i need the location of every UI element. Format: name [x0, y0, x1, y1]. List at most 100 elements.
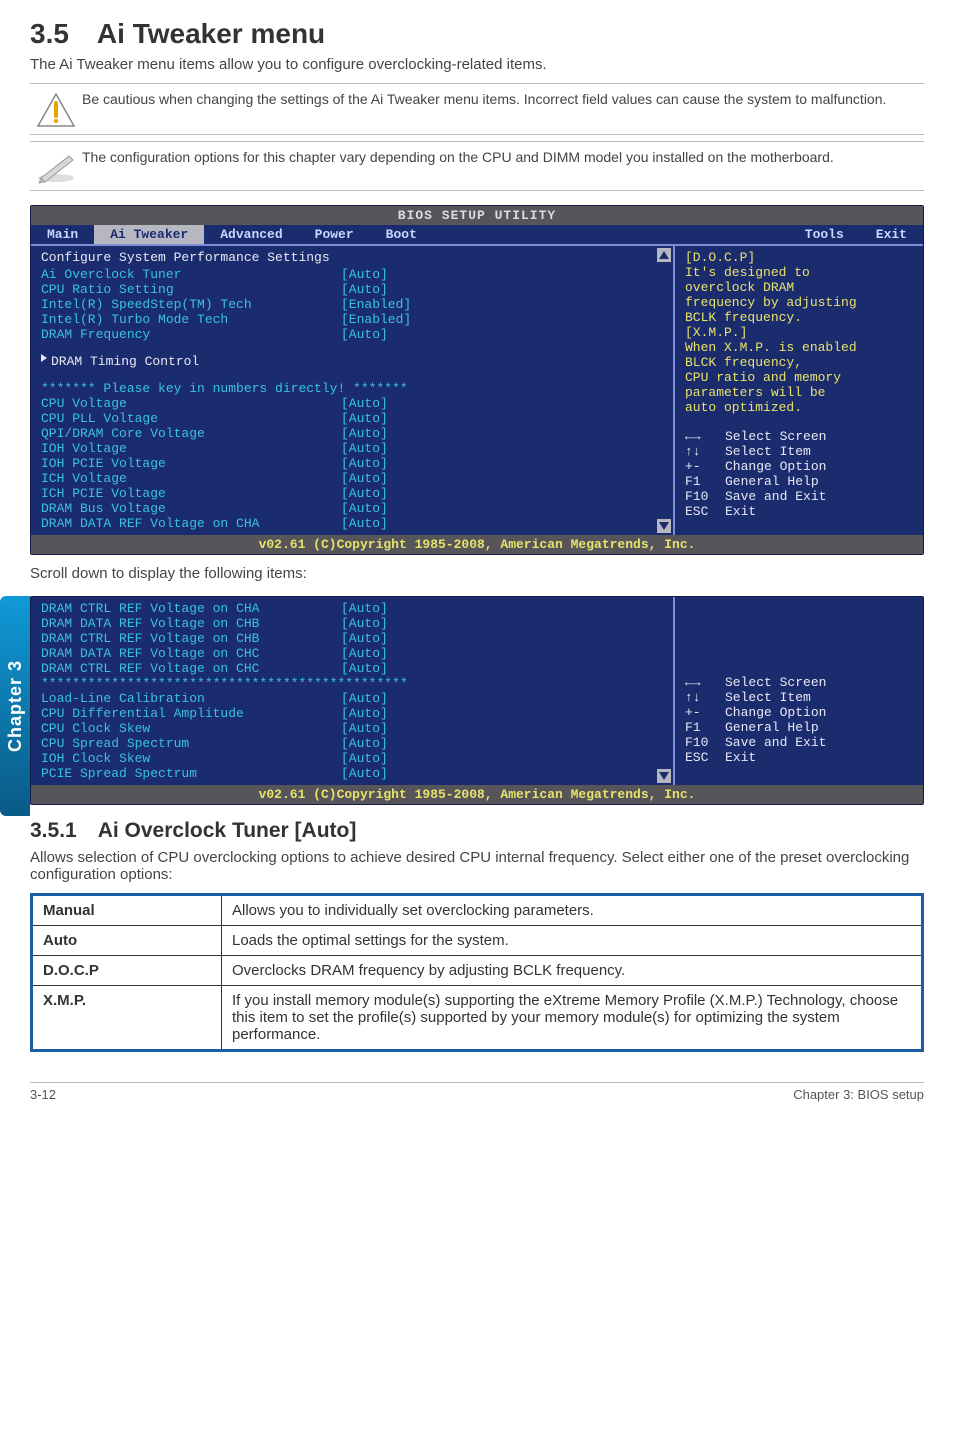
- list-item[interactable]: CPU Ratio Setting[Auto]: [41, 282, 665, 297]
- tab-ai-tweaker[interactable]: Ai Tweaker: [94, 225, 204, 244]
- help-line: When X.M.P. is enabled: [685, 340, 915, 355]
- opt-desc: Allows you to individually set overclock…: [222, 895, 923, 926]
- legend-item: +-Change Option: [685, 705, 915, 720]
- item-key: IOH PCIE Voltage: [41, 456, 341, 471]
- list-item[interactable]: CPU Spread Spectrum[Auto]: [41, 736, 665, 751]
- opt-name: X.M.P.: [32, 986, 222, 1051]
- submenu-item[interactable]: DRAM Timing Control: [41, 354, 665, 369]
- list-item[interactable]: IOH PCIE Voltage[Auto]: [41, 456, 665, 471]
- item-key: CPU Differential Amplitude: [41, 706, 341, 721]
- list-item[interactable]: ICH Voltage[Auto]: [41, 471, 665, 486]
- opt-name: Auto: [32, 926, 222, 956]
- item-val: [Enabled]: [341, 297, 411, 312]
- legend-sym: ↑↓: [685, 690, 725, 705]
- chapter-side-label: Chapter 3: [5, 660, 26, 752]
- legend-item: ↑↓Select Item: [685, 444, 915, 459]
- legend-txt: General Help: [725, 720, 819, 735]
- item-val: [Auto]: [341, 706, 388, 721]
- legend-sym: ←→: [685, 429, 725, 444]
- list-item[interactable]: DRAM CTRL REF Voltage on CHB[Auto]: [41, 631, 665, 646]
- list-item[interactable]: DRAM DATA REF Voltage on CHB[Auto]: [41, 616, 665, 631]
- list-item[interactable]: DRAM Bus Voltage[Auto]: [41, 501, 665, 516]
- item-val: [Auto]: [341, 327, 388, 342]
- list-item[interactable]: DRAM CTRL REF Voltage on CHC[Auto]: [41, 661, 665, 676]
- list-item[interactable]: CPU Clock Skew[Auto]: [41, 721, 665, 736]
- list-item[interactable]: Intel(R) Turbo Mode Tech[Enabled]: [41, 312, 665, 327]
- legend-sym: ESC: [685, 750, 725, 765]
- item-val: [Auto]: [341, 616, 388, 631]
- item-key: CPU Ratio Setting: [41, 282, 341, 297]
- help-line: BCLK frequency.: [685, 310, 915, 325]
- list-item[interactable]: DRAM DATA REF Voltage on CHC[Auto]: [41, 646, 665, 661]
- list-item[interactable]: Ai Overclock Tuner[Auto]: [41, 267, 665, 282]
- legend-item: F1General Help: [685, 720, 915, 735]
- scroll-down-icon[interactable]: [657, 769, 671, 783]
- table-row: X.M.P. If you install memory module(s) s…: [32, 986, 923, 1051]
- scroll-up-icon[interactable]: [657, 248, 671, 262]
- list-item[interactable]: CPU PLL Voltage[Auto]: [41, 411, 665, 426]
- item-val: [Auto]: [341, 646, 388, 661]
- page-footer: 3-12 Chapter 3: BIOS setup: [30, 1082, 924, 1102]
- list-item[interactable]: CPU Differential Amplitude[Auto]: [41, 706, 665, 721]
- item-key: Load-Line Calibration: [41, 691, 341, 706]
- item-val: [Auto]: [341, 721, 388, 736]
- item-val: [Auto]: [341, 691, 388, 706]
- scroll-caption: Scroll down to display the following ite…: [30, 565, 924, 582]
- list-item[interactable]: ICH PCIE Voltage[Auto]: [41, 486, 665, 501]
- item-key: CPU Clock Skew: [41, 721, 341, 736]
- tab-advanced[interactable]: Advanced: [204, 225, 298, 244]
- help-line: overclock DRAM: [685, 280, 915, 295]
- help-line: frequency by adjusting: [685, 295, 915, 310]
- item-val: [Auto]: [341, 267, 388, 282]
- bios-heading: Configure System Performance Settings: [41, 250, 665, 265]
- help-line: [X.M.P.]: [685, 325, 915, 340]
- list-item[interactable]: QPI/DRAM Core Voltage[Auto]: [41, 426, 665, 441]
- caution-note: Be cautious when changing the settings o…: [30, 83, 924, 135]
- legend-item: ←→Select Screen: [685, 675, 915, 690]
- help-line: [D.O.C.P]: [685, 250, 915, 265]
- legend-item: ↑↓Select Item: [685, 690, 915, 705]
- item-val: [Auto]: [341, 471, 388, 486]
- legend-item: F1General Help: [685, 474, 915, 489]
- bios-main-pane: Configure System Performance Settings Ai…: [31, 244, 673, 535]
- legend-txt: Save and Exit: [725, 735, 826, 750]
- item-val: [Auto]: [341, 661, 388, 676]
- list-item[interactable]: DRAM DATA REF Voltage on CHA[Auto]: [41, 516, 665, 531]
- pencil-icon: [30, 148, 82, 184]
- list-item[interactable]: Intel(R) SpeedStep(TM) Tech[Enabled]: [41, 297, 665, 312]
- item-val: [Auto]: [341, 736, 388, 751]
- opt-desc: If you install memory module(s) supporti…: [222, 986, 923, 1051]
- item-key: DRAM CTRL REF Voltage on CHC: [41, 661, 341, 676]
- list-item[interactable]: IOH Voltage[Auto]: [41, 441, 665, 456]
- table-row: Auto Loads the optimal settings for the …: [32, 926, 923, 956]
- caution-icon: [30, 90, 82, 128]
- opt-name: D.O.C.P: [32, 956, 222, 986]
- list-item[interactable]: CPU Voltage[Auto]: [41, 396, 665, 411]
- scroll-down-icon[interactable]: [657, 519, 671, 533]
- legend-txt: Save and Exit: [725, 489, 826, 504]
- item-key: DRAM DATA REF Voltage on CHB: [41, 616, 341, 631]
- list-item[interactable]: PCIE Spread Spectrum[Auto]: [41, 766, 665, 781]
- list-item[interactable]: Load-Line Calibration[Auto]: [41, 691, 665, 706]
- item-val: [Auto]: [341, 396, 388, 411]
- item-key: DRAM Timing Control: [51, 354, 339, 369]
- item-key: DRAM DATA REF Voltage on CHC: [41, 646, 341, 661]
- list-item[interactable]: IOH Clock Skew[Auto]: [41, 751, 665, 766]
- tab-boot[interactable]: Boot: [370, 225, 433, 244]
- bios-panel: BIOS SETUP UTILITY Main Ai Tweaker Advan…: [30, 205, 924, 555]
- tab-main[interactable]: Main: [31, 225, 94, 244]
- bios-footer-2: v02.61 (C)Copyright 1985-2008, American …: [31, 785, 923, 804]
- tab-exit[interactable]: Exit: [860, 225, 923, 244]
- item-key: Intel(R) Turbo Mode Tech: [41, 312, 341, 327]
- tab-power[interactable]: Power: [299, 225, 370, 244]
- table-row: D.O.C.P Overclocks DRAM frequency by adj…: [32, 956, 923, 986]
- item-key: ICH Voltage: [41, 471, 341, 486]
- tab-tools[interactable]: Tools: [789, 225, 860, 244]
- opt-desc: Loads the optimal settings for the syste…: [222, 926, 923, 956]
- list-item[interactable]: DRAM Frequency[Auto]: [41, 327, 665, 342]
- legend-item: +-Change Option: [685, 459, 915, 474]
- list-item[interactable]: DRAM CTRL REF Voltage on CHA[Auto]: [41, 601, 665, 616]
- legend-sym: F10: [685, 735, 725, 750]
- opt-name: Manual: [32, 895, 222, 926]
- item-key: DRAM Bus Voltage: [41, 501, 341, 516]
